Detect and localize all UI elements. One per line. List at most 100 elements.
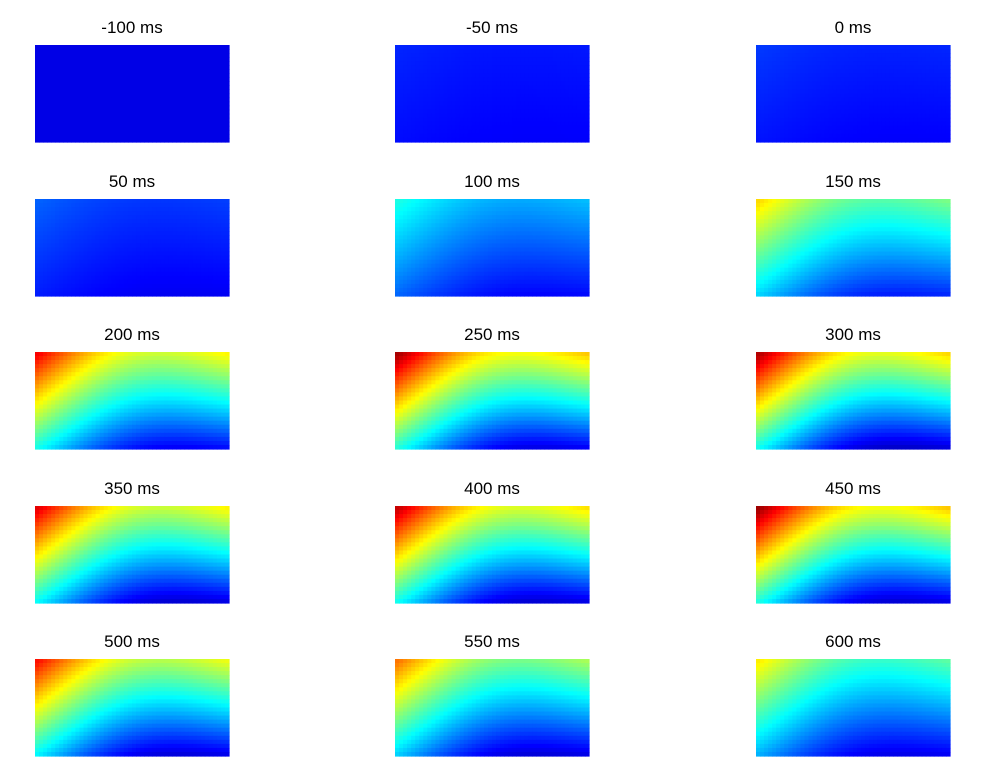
topomap-cell (804, 45, 810, 50)
topomap-cell (901, 101, 907, 107)
topomap-cell (836, 89, 842, 95)
topomap-cell (455, 219, 461, 224)
topomap-cell (212, 207, 218, 212)
topomap-cell (216, 287, 222, 293)
topomap-cell (79, 85, 85, 91)
topomap-cell (492, 113, 497, 119)
topomap-cell (423, 219, 428, 224)
topomap-cell (857, 49, 862, 54)
topomap-cell (532, 133, 538, 139)
topomap-cell (216, 61, 222, 66)
topomap-cell (224, 287, 230, 293)
topomap-cell (869, 105, 874, 111)
topomap-cell (945, 105, 951, 111)
topomap-cell (869, 89, 874, 95)
topomap-cell (99, 223, 105, 228)
topomap-cell (840, 105, 846, 111)
topomap-cell (937, 69, 943, 74)
topomap-cell (463, 129, 469, 135)
topomap-cell (848, 89, 854, 95)
topomap-cell (132, 291, 137, 297)
topomap-cell (75, 203, 81, 208)
topomap-cell (35, 271, 40, 277)
topomap-cell (75, 105, 81, 111)
topomap-cell (419, 73, 424, 78)
topomap-cell (536, 81, 542, 87)
topomap-cell (119, 227, 125, 232)
topomap-cell (184, 251, 190, 257)
topomap-cell (568, 211, 574, 216)
topomap-cell (925, 93, 931, 99)
topomap-cell (220, 57, 226, 62)
topomap-cell (857, 77, 862, 82)
topomap-cell (216, 125, 222, 131)
topomap-cell (127, 283, 133, 289)
topomap-cell (99, 227, 105, 232)
topomap-cell (832, 137, 838, 143)
topomap-cell (576, 49, 582, 54)
topomap-cell (411, 215, 416, 220)
topomap-cell (512, 101, 517, 107)
topomap-cell (87, 85, 93, 91)
topomap-cell (200, 231, 206, 236)
topomap-cell (67, 121, 72, 127)
topomap-cell (87, 275, 93, 281)
topomap-cell (816, 113, 822, 119)
topomap-cell (200, 77, 206, 82)
topomap-cell (148, 211, 153, 216)
topomap-cell (580, 211, 586, 216)
topomap-cell (572, 81, 578, 87)
topomap-cell (399, 137, 404, 143)
topomap-cell (204, 247, 210, 253)
topomap-cell (552, 133, 558, 139)
topomap-cell (431, 137, 437, 143)
topomap-cell (548, 93, 554, 99)
topomap-cell (435, 211, 441, 216)
topomap-cell (463, 65, 469, 70)
topomap-cell (200, 207, 206, 212)
topomap-cell (929, 61, 935, 66)
topomap-cell (156, 235, 161, 241)
topomap-cell (152, 113, 157, 119)
topomap-cell (160, 251, 165, 257)
topomap-cell (144, 263, 149, 269)
topomap-cell (544, 203, 550, 208)
topomap-cell (439, 65, 445, 70)
topomap-cell (200, 125, 206, 131)
topomap-cell (479, 105, 485, 111)
topomap-cell (776, 85, 781, 91)
topomap-cell (43, 93, 48, 99)
topomap-cell (127, 93, 133, 99)
topomap-cell (471, 113, 477, 119)
topomap-cell (180, 271, 186, 277)
topomap-cell (176, 259, 182, 265)
topomap-cell (200, 109, 206, 115)
topomap-cell (548, 45, 554, 50)
topomap-cell (857, 89, 862, 95)
topomap-cell (184, 97, 190, 103)
topomap-cell (71, 49, 77, 54)
topomap-cell (95, 117, 101, 123)
topomap-cell (532, 219, 538, 224)
topomap-cell (756, 117, 761, 123)
topomap-cell (156, 121, 161, 127)
topomap-cell (885, 121, 890, 127)
topomap-cell (107, 287, 113, 293)
topomap-cell (873, 129, 878, 135)
topomap-cell (459, 49, 465, 54)
topomap-cell (572, 125, 578, 131)
topomap-cell (471, 49, 477, 54)
topomap-cell (115, 105, 121, 111)
topomap-cell (115, 227, 121, 232)
topomap-cell (192, 227, 198, 232)
topomap-cell (127, 235, 133, 241)
topomap-cell (407, 121, 412, 127)
topomap-cell (572, 113, 578, 119)
topomap-cell (123, 137, 129, 143)
topomap-cell (853, 97, 858, 103)
topomap-cell (35, 93, 40, 99)
topomap-cell (873, 109, 878, 115)
topomap-cell (127, 247, 133, 253)
